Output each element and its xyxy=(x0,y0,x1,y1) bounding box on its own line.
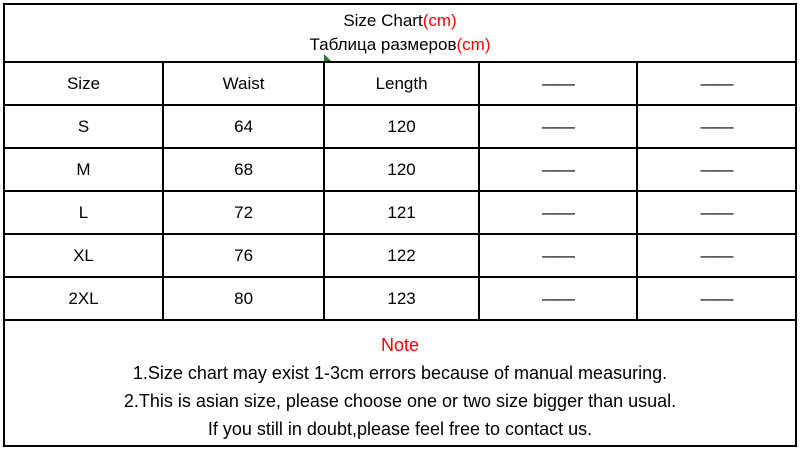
title-line-en: Size Chart(cm) xyxy=(343,9,456,33)
title-line-ru: Таблица размеров(cm) xyxy=(310,33,491,57)
length-cell: 120 xyxy=(323,147,480,192)
header-cell-waist: Waist xyxy=(161,63,326,106)
header-cell-blank-2: —— xyxy=(635,63,795,106)
size-chart-sheet: Size Chart(cm) Таблица размеров(cm) Size… xyxy=(3,3,797,447)
table-row-2xl: 2XL 80 123 —— —— xyxy=(5,276,795,321)
note-section: Note 1.Size chart may exist 1-3cm errors… xyxy=(5,321,795,445)
title-text-ru: Таблица размеров xyxy=(309,35,457,54)
table-row-xl: XL 76 122 —— —— xyxy=(5,233,795,278)
waist-cell: 80 xyxy=(161,276,326,321)
header-row: Size Waist Length —— —— xyxy=(5,63,795,106)
size-cell: XL xyxy=(5,233,164,278)
waist-cell: 64 xyxy=(161,104,326,149)
dash-cell: —— xyxy=(635,233,795,278)
dash-cell: —— xyxy=(635,147,795,192)
waist-cell: 76 xyxy=(161,233,326,278)
dash-cell: —— xyxy=(477,276,638,321)
header-cell-size: Size xyxy=(5,63,164,106)
size-table: Size Waist Length —— —— S 64 120 —— —— M xyxy=(5,63,795,321)
size-cell: L xyxy=(5,190,164,235)
dash-cell: —— xyxy=(477,233,638,278)
size-cell: 2XL xyxy=(5,276,164,321)
note-line-3: If you still in doubt,please feel free t… xyxy=(207,419,593,439)
chart-title: Size Chart(cm) Таблица размеров(cm) xyxy=(5,5,795,63)
dash-cell: —— xyxy=(635,104,795,149)
header-cell-length: Length xyxy=(323,63,480,106)
length-cell: 120 xyxy=(323,104,480,149)
waist-cell: 72 xyxy=(161,190,326,235)
table-row-s: S 64 120 —— —— xyxy=(5,104,795,149)
dash-cell: —— xyxy=(635,190,795,235)
size-cell: M xyxy=(5,147,164,192)
size-cell: S xyxy=(5,104,164,149)
table-row-l: L 72 121 —— —— xyxy=(5,190,795,235)
length-cell: 122 xyxy=(323,233,480,278)
title-text-en: Size Chart xyxy=(343,11,423,30)
note-line-2: 2.This is asian size, please choose one … xyxy=(123,391,677,411)
length-cell: 121 xyxy=(323,190,480,235)
note-heading: Note xyxy=(380,335,420,355)
cell-corner-marker-icon xyxy=(324,54,332,61)
title-unit-en: (cm) xyxy=(422,11,457,30)
dash-cell: —— xyxy=(635,276,795,321)
title-unit-ru: (cm) xyxy=(456,35,491,54)
header-cell-blank-1: —— xyxy=(477,63,638,106)
dash-cell: —— xyxy=(477,104,638,149)
dash-cell: —— xyxy=(477,190,638,235)
table-row-m: M 68 120 —— —— xyxy=(5,147,795,192)
dash-cell: —— xyxy=(477,147,638,192)
length-cell: 123 xyxy=(323,276,480,321)
note-line-1: 1.Size chart may exist 1-3cm errors beca… xyxy=(132,363,668,383)
waist-cell: 68 xyxy=(161,147,326,192)
